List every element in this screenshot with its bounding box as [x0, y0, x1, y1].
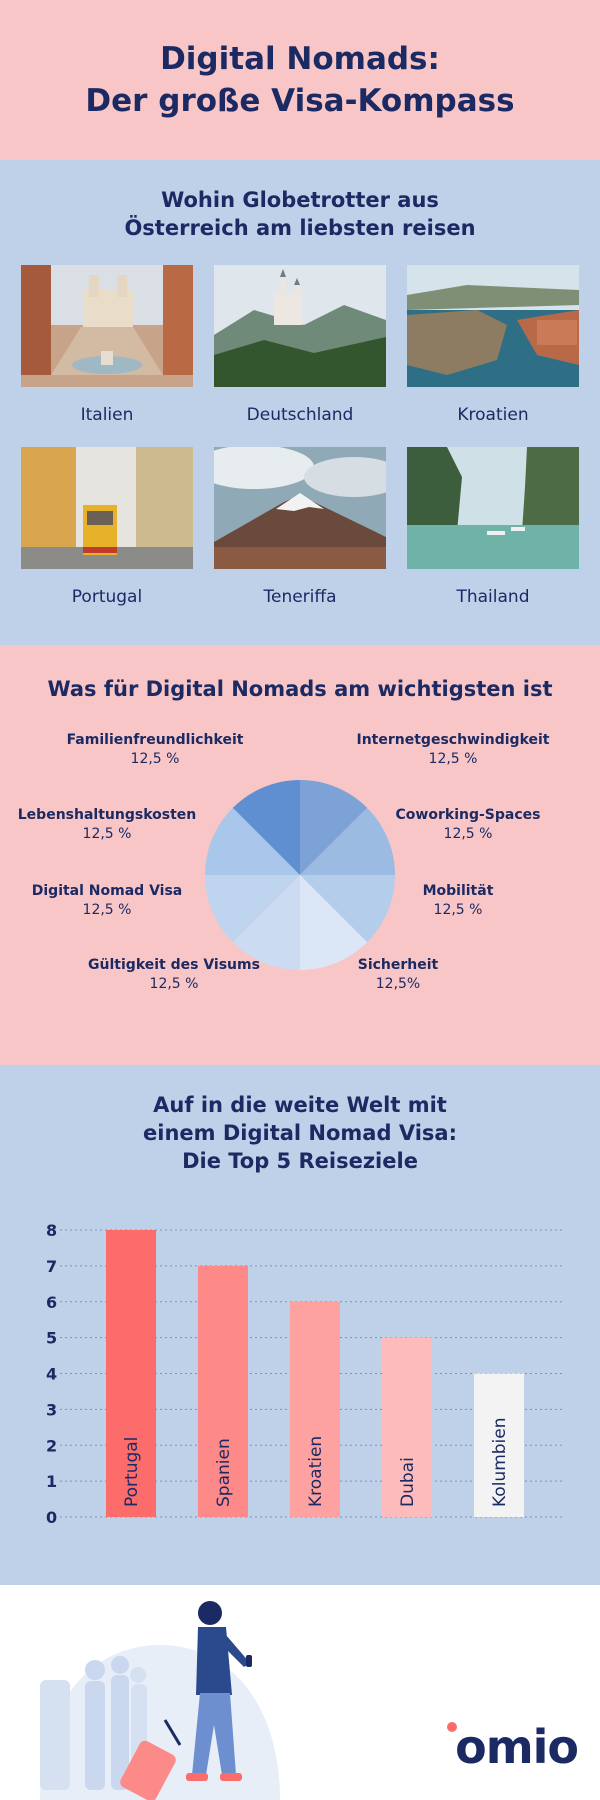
- top5-heading-line-1: Auf in die weite Welt mit: [153, 1093, 447, 1117]
- pie-legend-label: Coworking-Spaces 12,5 %: [358, 806, 578, 844]
- pie-legend-label: Familienfreundlichkeit 12,5 %: [45, 731, 265, 769]
- pie-legend-label: Mobilität 12,5 %: [348, 882, 568, 920]
- pie-label-name: Mobilität: [422, 883, 494, 899]
- pie-legend-label: Lebenshaltungskosten 12,5 %: [0, 806, 217, 844]
- footer-section: omio: [0, 1585, 600, 1800]
- page-title: Digital Nomads: Der große Visa-Kompass: [0, 38, 600, 122]
- y-tick-label: 6: [46, 1293, 57, 1312]
- destination-card-portugal: Portugal: [21, 447, 193, 607]
- pie-legend-label: Gültigkeit des Visums 12,5 %: [64, 956, 284, 994]
- pie-slice: [205, 807, 300, 875]
- pie-label-value: 12,5 %: [130, 751, 180, 767]
- priorities-heading: Was für Digital Nomads am wichtigsten is…: [47, 677, 553, 701]
- destination-label: Teneriffa: [263, 587, 337, 607]
- bar: [106, 1230, 156, 1517]
- omio-logo: omio: [447, 1720, 579, 1774]
- pie-label-name: Familienfreundlichkeit: [66, 732, 244, 748]
- destinations-heading-line-1: Wohin Globetrotter aus: [161, 188, 439, 212]
- pie-label-value: 12,5 %: [443, 826, 493, 842]
- destinations-section: Wohin Globetrotter aus Österreich am lie…: [0, 160, 600, 645]
- pie-legend-label: Sicherheit 12,5%: [288, 956, 508, 994]
- bar-category-label: Spanien: [214, 1438, 234, 1507]
- y-tick-label: 3: [46, 1400, 57, 1419]
- destination-label: Kroatien: [457, 405, 529, 425]
- logo-dot: [447, 1722, 458, 1732]
- y-tick-label: 2: [46, 1436, 57, 1455]
- traveler-illustration: [40, 1601, 280, 1800]
- bar: [474, 1373, 524, 1517]
- title-line-1: Digital Nomads:: [160, 41, 440, 77]
- destinations-grid: Italien Deutschland: [21, 265, 579, 625]
- pie-slice: [205, 875, 300, 943]
- logo-text: omio: [455, 1720, 579, 1774]
- destination-label: Italien: [80, 405, 134, 425]
- pie-slice: [300, 780, 368, 875]
- pie-chart: [205, 780, 395, 970]
- bar-category-label: Kolumbien: [490, 1417, 510, 1507]
- pie-label-name: Sicherheit: [357, 957, 439, 973]
- bar-category-label: Portugal: [122, 1437, 142, 1507]
- photo-kroatien: [407, 265, 579, 387]
- bar: [290, 1301, 340, 1517]
- priorities-section: Was für Digital Nomads am wichtigsten is…: [0, 645, 600, 1065]
- bar: [382, 1337, 432, 1517]
- pie-label-name: Coworking-Spaces: [395, 807, 541, 823]
- bar-category-label: Kroatien: [306, 1436, 326, 1507]
- y-tick-label: 1: [46, 1472, 57, 1491]
- bar-category-label: Dubai: [398, 1457, 418, 1507]
- title-line-2: Der große Visa-Kompass: [85, 83, 515, 119]
- pie-slice: [300, 807, 395, 875]
- bar: [198, 1265, 248, 1517]
- photo-portugal: [21, 447, 193, 569]
- destination-label: Portugal: [71, 587, 143, 607]
- destinations-heading: Wohin Globetrotter aus Österreich am lie…: [0, 186, 600, 242]
- bar-chart: 0 1 2 3 4 5 6 7 8 Portugal Spanien Kroatien Dubai Kol…: [46, 1221, 565, 1527]
- y-tick-label: 5: [46, 1329, 57, 1348]
- destination-card-thailand: Thailand: [407, 447, 579, 607]
- photo-thailand: [407, 447, 579, 569]
- pie-slice: [232, 875, 300, 970]
- pie-slice: [300, 875, 368, 970]
- title-section: Digital Nomads: Der große Visa-Kompass: [0, 0, 600, 160]
- destination-card-italien: Italien: [21, 265, 193, 425]
- destinations-heading-line-2: Österreich am liebsten reisen: [124, 216, 476, 240]
- photo-teneriffa: [214, 447, 386, 569]
- photo-deutschland: [214, 265, 386, 387]
- top5-heading: Auf in die weite Welt mit einem Digital …: [0, 1091, 600, 1175]
- pie-label-value: 12,5 %: [428, 751, 478, 767]
- pie-slice: [300, 875, 395, 943]
- pie-label-name: Lebenshaltungskosten: [17, 807, 197, 823]
- priorities-chart: Internetgeschwindigkeit 12,5 % Coworking-S…: [0, 645, 600, 1065]
- pie-label-name: Internetgeschwindigkeit: [356, 732, 550, 748]
- destination-card-teneriffa: Teneriffa: [214, 447, 386, 607]
- destination-label: Deutschland: [246, 405, 354, 425]
- pie-legend-label: Digital Nomad Visa 12,5 %: [0, 882, 217, 920]
- pie-label-value: 12,5 %: [82, 902, 132, 918]
- pie-label-name: Digital Nomad Visa: [31, 883, 183, 899]
- pie-label-value: 12,5%: [375, 976, 421, 992]
- top5-section: Auf in die weite Welt mit einem Digital …: [0, 1065, 600, 1585]
- destination-card-deutschland: Deutschland: [214, 265, 386, 425]
- pie-label-value: 12,5 %: [149, 976, 199, 992]
- pie-label-value: 12,5 %: [82, 826, 132, 842]
- top5-heading-line-2: einem Digital Nomad Visa:: [143, 1121, 457, 1145]
- pie-label-name: Gültigkeit des Visums: [88, 957, 260, 973]
- y-tick-label: 4: [46, 1365, 57, 1384]
- pie-label-value: 12,5 %: [433, 902, 483, 918]
- destination-label: Thailand: [456, 587, 530, 607]
- y-tick-label: 7: [46, 1257, 57, 1276]
- pie-slice: [232, 780, 300, 875]
- destination-card-kroatien: Kroatien: [407, 265, 579, 425]
- top5-heading-line-3: Die Top 5 Reiseziele: [182, 1149, 418, 1173]
- y-tick-label: 0: [46, 1508, 57, 1527]
- y-tick-label: 8: [46, 1221, 57, 1240]
- photo-italien: [21, 265, 193, 387]
- pie-legend-label: Internetgeschwindigkeit 12,5 %: [343, 731, 563, 769]
